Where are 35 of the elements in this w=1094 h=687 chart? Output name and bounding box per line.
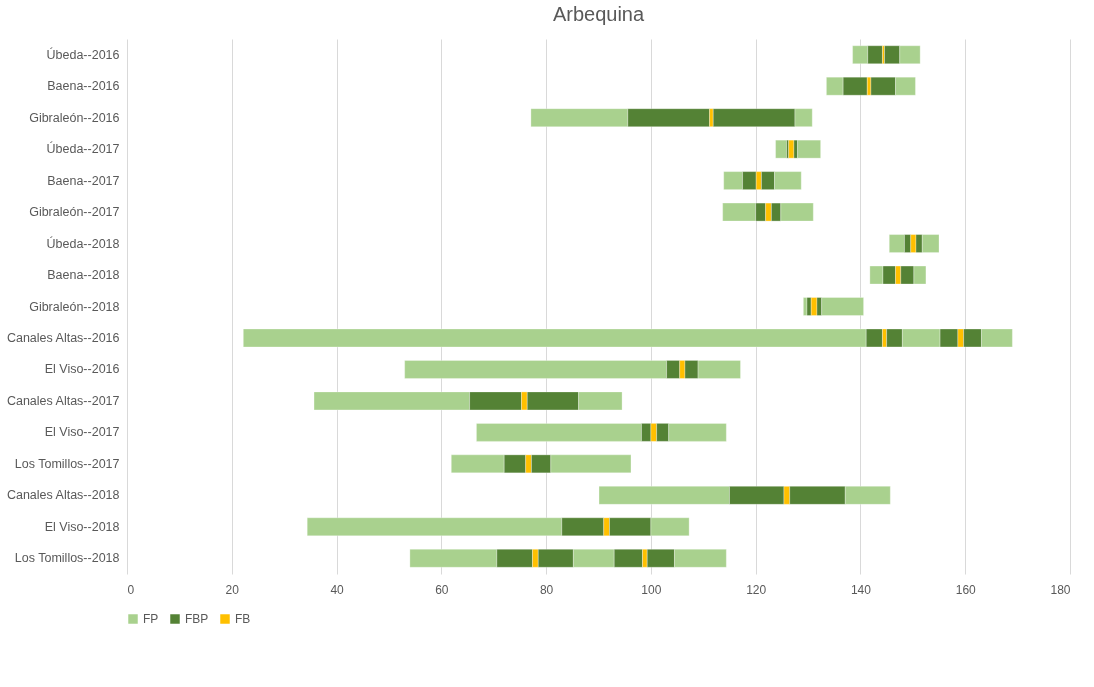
y-tick-label: Baena--2018 bbox=[47, 268, 120, 283]
y-tick-label: Úbeda--2018 bbox=[46, 235, 120, 251]
x-tick-label: 180 bbox=[1050, 582, 1071, 597]
bar bbox=[775, 139, 787, 159]
x-tick-label: 140 bbox=[850, 582, 872, 597]
chart-title: Arbequina bbox=[552, 3, 645, 25]
y-tick-label: Canales Altas--2018 bbox=[6, 488, 120, 503]
x-tick-label: 100 bbox=[641, 582, 662, 597]
y-tick-label: Canales Altas--2016 bbox=[6, 330, 120, 345]
y-tick-label: Gibraleón--2016 bbox=[29, 110, 120, 125]
y-tick-label: El Viso--2018 bbox=[44, 519, 120, 534]
bar bbox=[806, 297, 812, 316]
x-tick-label: 60 bbox=[435, 582, 449, 597]
x-tick-label: 20 bbox=[225, 582, 240, 597]
y-tick-label: Gibraleón--2017 bbox=[29, 205, 120, 220]
legend-label: FP bbox=[143, 612, 159, 626]
x-tick-label: 0 bbox=[127, 582, 135, 597]
x-tick-label: 40 bbox=[330, 582, 345, 597]
x-tick-label: 120 bbox=[746, 582, 767, 597]
x-tick-label: 80 bbox=[539, 582, 554, 597]
y-tick-label: Los Tomillos--2017 bbox=[14, 456, 120, 471]
y-tick-label: Los Tomillos--2018 bbox=[14, 551, 120, 566]
y-tick-label: Úbeda--2016 bbox=[46, 46, 120, 62]
y-tick-label: El Viso--2017 bbox=[44, 425, 120, 440]
x-tick-label: 160 bbox=[955, 582, 977, 597]
bar bbox=[797, 139, 821, 159]
y-tick-label: Canales Altas--2017 bbox=[6, 393, 120, 408]
y-tick-label: Baena--2016 bbox=[47, 79, 120, 94]
bar bbox=[788, 139, 795, 159]
legend-label: FBP bbox=[185, 612, 209, 626]
y-tick-label: Baena--2017 bbox=[47, 173, 120, 188]
y-tick-label: Gibraleón--2018 bbox=[29, 299, 120, 314]
y-tick-label: Úbeda--2017 bbox=[46, 141, 120, 157]
y-tick-label: El Viso--2016 bbox=[44, 362, 120, 377]
legend-label: FB bbox=[235, 612, 251, 626]
